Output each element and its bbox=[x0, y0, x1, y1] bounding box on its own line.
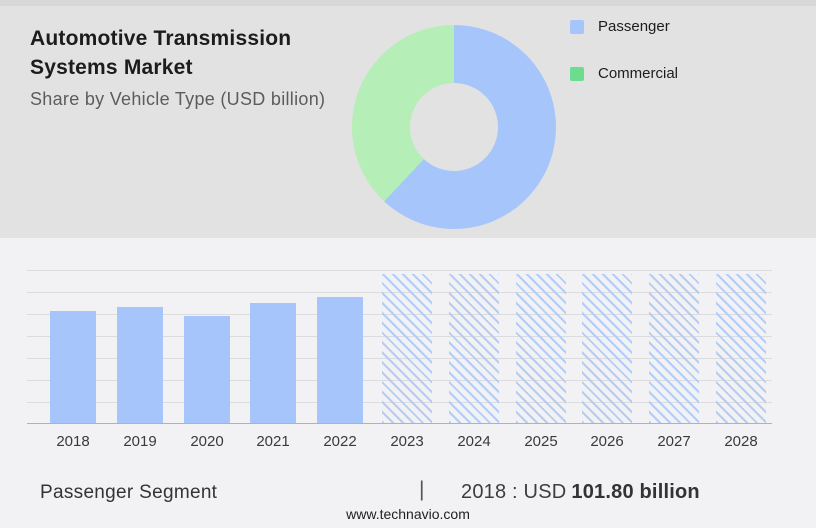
bar-2026-forecast bbox=[582, 274, 632, 423]
x-axis-line bbox=[27, 423, 772, 424]
legend-swatch bbox=[570, 66, 584, 81]
bar-2028-forecast bbox=[716, 274, 766, 423]
legend-label: Commercial bbox=[598, 65, 679, 82]
page-title-line2: Systems Market bbox=[30, 56, 193, 79]
bar-2019 bbox=[117, 307, 163, 423]
legend-item-commercial: Commercial bbox=[570, 65, 678, 82]
x-axis-label-2023: 2023 bbox=[390, 433, 424, 450]
footer-separator: | bbox=[419, 478, 425, 501]
x-axis-label-2026: 2026 bbox=[590, 433, 624, 450]
stat-value: 101.80 billion bbox=[571, 481, 700, 503]
segment-label: Passenger Segment bbox=[40, 482, 218, 503]
page-title-line1: Automotive Transmission bbox=[30, 27, 292, 50]
x-axis-label-2027: 2027 bbox=[657, 433, 691, 450]
legend-swatch bbox=[570, 19, 584, 34]
x-axis-label-2019: 2019 bbox=[123, 433, 157, 450]
donut-chart bbox=[352, 25, 556, 229]
bar-2024-forecast bbox=[449, 274, 499, 423]
bar-2021 bbox=[250, 303, 296, 423]
bar-2027-forecast bbox=[649, 274, 699, 423]
stat-prefix: 2018 : USD bbox=[461, 481, 567, 503]
donut-hole bbox=[410, 83, 498, 171]
bar-chart: 2018 2019 2020 2021 2022 2023 2024 2025 2026 2027… bbox=[0, 238, 816, 468]
x-axis-label-2024: 2024 bbox=[457, 433, 491, 450]
gridline bbox=[27, 270, 772, 271]
top-edge-strip bbox=[0, 0, 816, 6]
x-axis-label-2022: 2022 bbox=[323, 433, 357, 450]
x-axis-label-2028: 2028 bbox=[724, 433, 758, 450]
hero-panel: Automotive Transmission Systems Market S… bbox=[0, 0, 816, 238]
bar-2022 bbox=[317, 297, 363, 423]
page-title: Automotive Transmission Systems Market bbox=[30, 24, 350, 82]
segment-stat: 2018 : USD 101.80 billion bbox=[461, 481, 700, 504]
bar-2025-forecast bbox=[516, 274, 566, 423]
bar-2023-forecast bbox=[382, 274, 432, 423]
bar-2020 bbox=[184, 316, 230, 423]
page-subtitle: Share by Vehicle Type (USD billion) bbox=[30, 89, 326, 109]
x-axis-label-2021: 2021 bbox=[256, 433, 290, 450]
legend-item-passenger: Passenger bbox=[570, 18, 670, 35]
x-axis-label-2020: 2020 bbox=[190, 433, 224, 450]
x-axis-label-2025: 2025 bbox=[524, 433, 558, 450]
bar-2018 bbox=[50, 311, 96, 423]
x-axis-label-2018: 2018 bbox=[56, 433, 90, 450]
legend-label: Passenger bbox=[598, 18, 670, 35]
titles-block: Automotive Transmission Systems Market S… bbox=[30, 24, 350, 110]
website-url: www.technavio.com bbox=[346, 506, 470, 522]
